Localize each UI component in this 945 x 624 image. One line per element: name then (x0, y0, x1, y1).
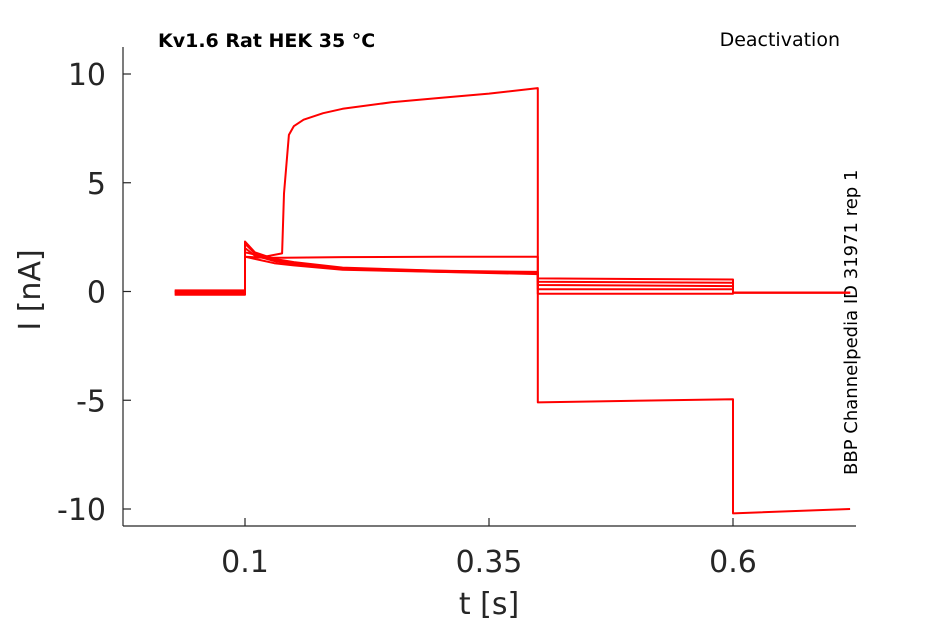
trace-2 (174, 242, 851, 295)
chart-source-label: BBP Channelpedia ID 31971 rep 1 (841, 170, 862, 475)
trace-6 (174, 87, 851, 515)
y-tick-label: 5 (87, 167, 106, 202)
chart-title: Kv1.6 Rat HEK 35 °C (158, 30, 375, 52)
trace-1 (174, 240, 851, 294)
y-axis-label: I [nA] (13, 249, 48, 330)
x-axis-label: t [s] (459, 587, 519, 622)
y-tick-label: -5 (76, 384, 106, 419)
y-ticks: 10 5 0 -5 -10 (57, 58, 131, 528)
traces (174, 87, 851, 515)
x-tick-label: 0.35 (456, 545, 523, 580)
y-tick-label: 10 (68, 58, 106, 93)
y-tick-label: -10 (57, 493, 106, 528)
x-tick-label: 0.6 (709, 545, 757, 580)
plot-area: 0.1 0.35 0.6 10 5 0 -5 -10 (57, 47, 856, 580)
x-tick-label: 0.1 (221, 545, 269, 580)
x-ticks: 0.1 0.35 0.6 (221, 518, 757, 580)
trace-3 (174, 247, 851, 296)
chart-condition-label: Deactivation (720, 29, 840, 51)
y-tick-label: 0 (87, 276, 106, 311)
